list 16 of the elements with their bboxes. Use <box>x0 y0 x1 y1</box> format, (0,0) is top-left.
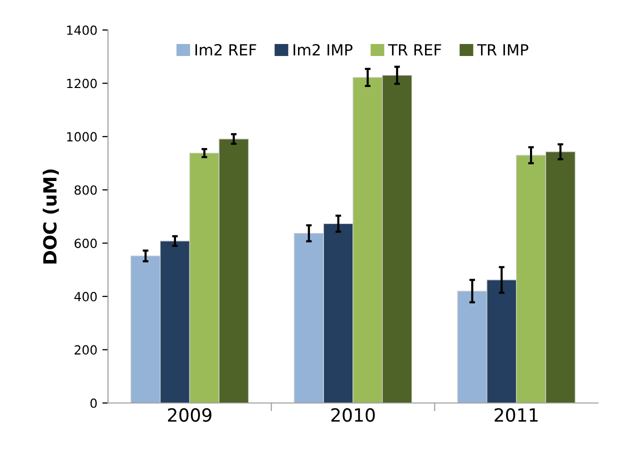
y-tick-label: 200 <box>74 345 97 355</box>
x-tick-label: 2009 <box>168 408 212 422</box>
legend-label: TR REF <box>388 44 442 56</box>
y-tick-label: 800 <box>74 185 97 195</box>
y-tick-label: 1400 <box>67 25 97 35</box>
y-tick-label: 1000 <box>67 132 97 142</box>
y-tick-label: 600 <box>74 238 97 248</box>
y-tick-label: 0 <box>90 398 97 408</box>
y-axis-title: DOC (uM) <box>42 169 59 264</box>
x-tick-label: 2011 <box>494 408 538 422</box>
legend-label: TR IMP <box>477 44 528 56</box>
legend-label: Im2 IMP <box>294 44 352 56</box>
x-tick-label: 2010 <box>331 408 375 422</box>
y-tick-label: 400 <box>74 292 97 302</box>
legend-label: Im2 REF <box>195 44 256 56</box>
y-tick-label: 1200 <box>67 78 97 88</box>
